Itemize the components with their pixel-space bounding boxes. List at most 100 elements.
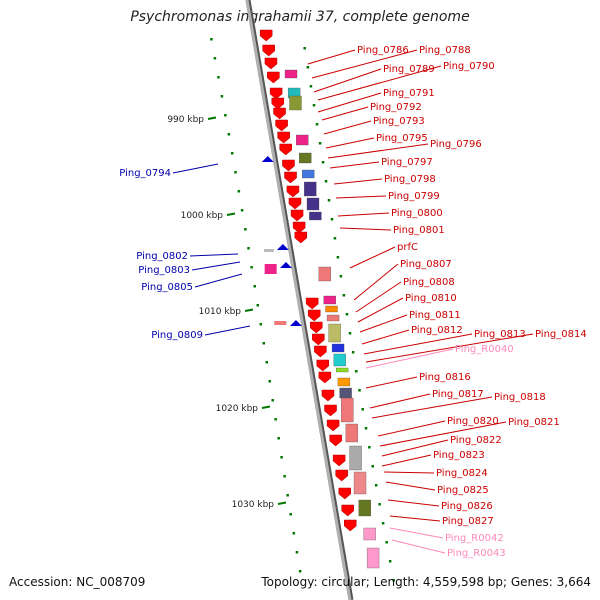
gene-label: Ping_0803 (138, 265, 190, 276)
tick-mark (289, 513, 292, 516)
gene-arrow-forward (275, 119, 288, 132)
tick-mark (234, 171, 237, 174)
gene-label: Ping_0793 (373, 116, 425, 127)
tick-mark (330, 218, 334, 221)
gene-label: Ping_0826 (441, 501, 493, 512)
gene-arrow-forward (290, 209, 304, 222)
gene-label: Ping_0810 (405, 293, 457, 304)
tick-mark (217, 76, 220, 79)
label-leader (365, 348, 454, 369)
label-leader (311, 49, 418, 79)
gene-label: Ping_0827 (442, 516, 494, 527)
scale-tick (244, 308, 254, 312)
label-leader (387, 499, 440, 507)
gene-block (366, 547, 380, 569)
tick-mark (253, 285, 256, 288)
gene-block (299, 152, 312, 164)
scale-tick (226, 212, 236, 216)
scale-label: 990 kbp (167, 115, 204, 125)
gene-label: Ping_R0042 (445, 533, 504, 544)
gene-label: Ping_0797 (381, 157, 433, 168)
scale-tick (261, 405, 271, 409)
gene-block (336, 367, 349, 373)
gene-block (363, 527, 376, 541)
tick-mark (309, 85, 313, 88)
gene-arrow-forward (271, 97, 285, 110)
label-leader (357, 297, 404, 323)
label-leader (337, 212, 390, 217)
tick-mark (339, 275, 343, 278)
summary-text: Topology: circular; Length: 4,559,598 bp… (261, 575, 591, 589)
label-leader (363, 333, 473, 355)
gene-label: Ping_0794 (119, 168, 171, 179)
tick-mark (355, 370, 358, 373)
tick-mark (224, 114, 227, 117)
scale-tick (207, 116, 217, 120)
label-leader (379, 421, 507, 447)
tick-mark (280, 456, 283, 459)
tick-mark (227, 133, 231, 136)
tick-mark (392, 579, 395, 582)
gene-label: Ping_0823 (433, 450, 485, 461)
label-leader (383, 471, 435, 474)
gene-block (358, 499, 371, 517)
tick-mark (371, 465, 374, 468)
gene-arrow-forward (267, 71, 280, 84)
label-leader (204, 325, 251, 336)
label-leader (329, 161, 380, 169)
gene-label: Ping_0822 (450, 435, 502, 446)
gene-arrow-forward (314, 345, 327, 358)
gene-label: Ping_0792 (370, 102, 422, 113)
gene-arrow-forward (326, 419, 340, 432)
label-leader (381, 454, 432, 467)
tick-mark (315, 123, 319, 126)
gene-label: Ping_0801 (393, 225, 445, 236)
gene-arrow-forward (286, 185, 300, 198)
label-leader (307, 49, 356, 65)
gene-block (328, 323, 341, 343)
tick-mark (210, 38, 213, 41)
tick-mark (381, 522, 385, 525)
gene-arrow-forward (292, 221, 306, 234)
tick-mark (244, 228, 247, 231)
gene-arrow-forward (269, 87, 283, 100)
tick-mark (295, 551, 299, 554)
label-leader (365, 376, 418, 389)
gene-arrow-forward (282, 159, 295, 172)
tick-mark (303, 47, 306, 50)
tick-mark (342, 294, 346, 297)
label-leader (377, 420, 446, 437)
gene-label: Ping_0811 (409, 310, 461, 321)
label-leader (365, 333, 534, 363)
gene-block (302, 169, 315, 179)
tick-mark (351, 351, 355, 354)
tick-mark (306, 66, 310, 69)
tick-mark (385, 541, 388, 544)
label-leader (389, 527, 444, 539)
gene-arrow-forward (273, 107, 286, 120)
label-leader (189, 253, 239, 257)
tick-mark (374, 484, 378, 487)
tick-mark (240, 209, 244, 212)
gene-arrow-forward (262, 44, 275, 57)
tick-mark (336, 256, 340, 259)
tick-mark (230, 152, 234, 155)
gene-label: Ping_0808 (403, 277, 455, 288)
tick-mark (327, 199, 331, 202)
label-leader (172, 163, 219, 174)
gene-label: Ping_0799 (388, 191, 440, 202)
tick-mark (388, 560, 392, 563)
label-leader (325, 137, 375, 149)
label-leader (391, 539, 446, 554)
gene-label: Ping_0791 (383, 88, 435, 99)
scale-label: 1000 kbp (181, 211, 224, 221)
tick-mark (213, 57, 217, 60)
gene-block (296, 134, 309, 146)
gene-label: Ping_R0040 (455, 344, 514, 355)
label-leader (327, 143, 429, 159)
label-leader (381, 439, 449, 457)
tick-mark (262, 342, 266, 345)
gene-block (349, 445, 362, 471)
tick-mark (292, 532, 296, 535)
label-leader (371, 396, 493, 419)
